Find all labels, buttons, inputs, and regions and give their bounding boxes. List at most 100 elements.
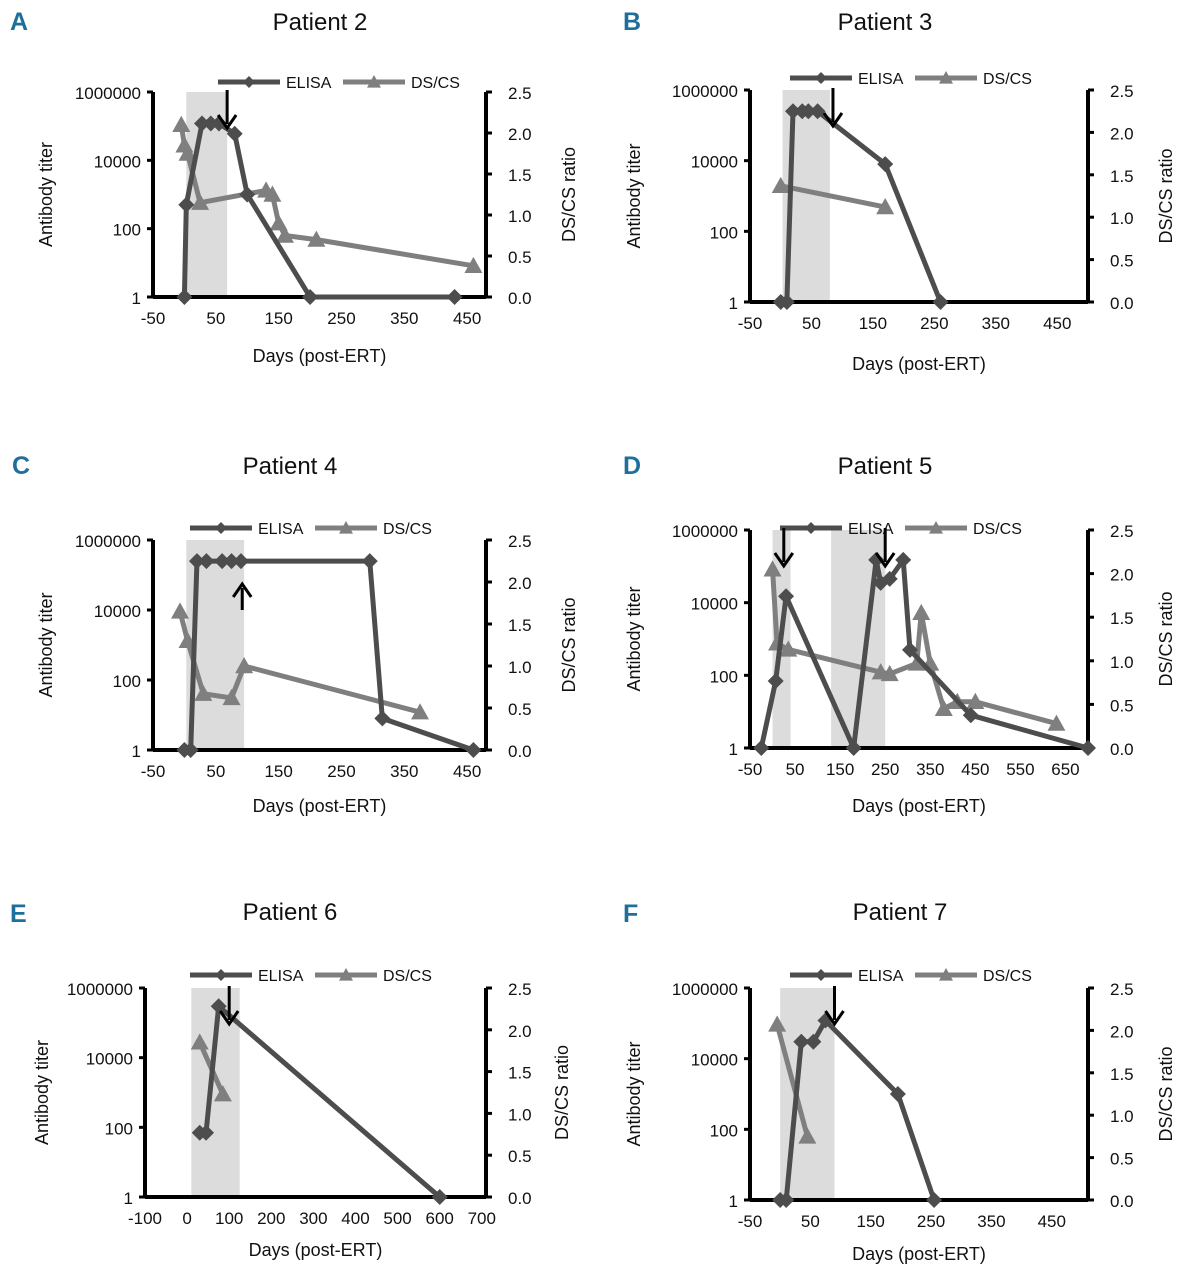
legend-elisa-label: ELISA — [858, 968, 904, 985]
x-axis-label: Days (post-ERT) — [852, 1244, 986, 1264]
right-tick-label: 2.5 — [508, 84, 532, 103]
elisa-data-point — [302, 289, 319, 305]
left-tick-label: 1 — [124, 1189, 133, 1208]
x-tick-label: 100 — [215, 1209, 243, 1228]
left-tick-label: 1000000 — [672, 980, 738, 999]
elisa-data-point — [226, 125, 243, 142]
elisa-data-point — [793, 1033, 810, 1050]
right-tick-label: 2.0 — [1110, 124, 1134, 143]
dscs-data-point — [411, 703, 430, 720]
dscs-data-point — [190, 1033, 209, 1050]
left-tick-label: 1000000 — [75, 532, 141, 551]
dscs-series-line — [770, 569, 1058, 726]
legend-elisa-marker — [815, 969, 827, 981]
dscs-data-point — [269, 214, 288, 231]
arrow-down-icon — [218, 1010, 240, 1027]
dscs-data-point — [464, 256, 483, 274]
dscs-data-point — [880, 664, 899, 682]
x-axis-label: Days (post-ERT) — [852, 354, 986, 374]
right-tick-label: 0.0 — [1110, 740, 1134, 759]
x-tick-label: -50 — [738, 760, 763, 779]
elisa-data-point — [214, 553, 231, 570]
dscs-data-point — [768, 1015, 787, 1032]
right-tick-label: 2.5 — [1110, 980, 1134, 999]
chart-title: Patient 5 — [838, 453, 933, 480]
y-axis-label: Antibody titer — [36, 142, 56, 247]
left-tick-label: 1 — [729, 1192, 738, 1211]
left-tick-label: 10000 — [86, 1050, 133, 1069]
chart-title: Patient 6 — [243, 899, 338, 926]
left-tick-label: 100 — [113, 672, 141, 691]
elisa-data-point — [239, 186, 256, 203]
elisa-data-point — [465, 742, 482, 758]
x-tick-label: 450 — [453, 309, 481, 328]
legend-elisa-label: ELISA — [258, 521, 304, 538]
right-tick-label: 0.0 — [508, 742, 532, 761]
dscs-data-point — [171, 602, 190, 619]
x-tick-label: 350 — [916, 760, 944, 779]
x-tick-label: -50 — [141, 762, 166, 781]
elisa-data-point — [232, 553, 249, 570]
x-tick-label: 450 — [453, 762, 481, 781]
elisa-data-point — [785, 103, 802, 120]
elisa-data-point — [198, 553, 215, 570]
dscs-data-point — [798, 1127, 817, 1144]
legend-dscs-marker — [939, 71, 953, 84]
x-tick-label: 50 — [802, 314, 821, 333]
dscs-data-point — [307, 230, 326, 247]
elisa-data-point — [182, 742, 199, 758]
left-tick-label: 100 — [113, 221, 141, 240]
elisa-data-point — [188, 553, 205, 570]
right-tick-label: 2.5 — [508, 532, 532, 551]
left-tick-label: 1 — [132, 742, 141, 761]
panel-a: A Patient 2 1 100 10000 1000000 0.0 0.5 1.0 1.5 2.… — [10, 8, 579, 366]
dscs-data-point — [191, 193, 210, 210]
elisa-data-point — [926, 1192, 943, 1208]
x-tick-label: 250 — [327, 762, 355, 781]
elisa-data-point — [809, 103, 826, 120]
panel-letter: A — [10, 8, 28, 36]
right-tick-label: 1.0 — [1110, 1107, 1134, 1126]
x-tick-label: 150 — [857, 1212, 885, 1231]
x-tick-label: 50 — [206, 762, 225, 781]
chart-title: Patient 3 — [838, 9, 933, 36]
dscs-data-point — [763, 560, 782, 577]
legend-elisa-label: ELISA — [848, 521, 894, 538]
panel-letter: D — [623, 452, 641, 480]
legend-elisa-marker — [815, 72, 827, 84]
dscs-series-line — [774, 1023, 810, 1138]
left-tick-label: 1000000 — [75, 84, 141, 103]
elisa-data-point — [178, 196, 195, 213]
x-tick-label: -50 — [738, 1212, 763, 1231]
elisa-data-point — [198, 1124, 215, 1141]
x-tick-label: 150 — [264, 309, 292, 328]
x-axis-label: Days (post-ERT) — [253, 346, 387, 366]
elisa-data-point — [805, 1033, 822, 1050]
y-axis-label: Antibody titer — [36, 592, 56, 697]
dscs-data-point — [275, 226, 294, 243]
right-tick-label: 0.5 — [508, 1147, 532, 1166]
dscs-data-point — [779, 640, 798, 657]
left-tick-label: 100 — [710, 223, 738, 242]
panel-d: D Patient 5 1 100 10000 1000000 0.0 0.5 1.0 1.5 2.… — [623, 452, 1176, 816]
elisa-data-point — [374, 710, 391, 727]
elisa-data-point — [361, 553, 378, 570]
x-tick-label: 250 — [327, 309, 355, 328]
x-tick-label: 150 — [264, 762, 292, 781]
left-tick-label: 1000000 — [67, 980, 133, 999]
legend-elisa-label: ELISA — [286, 75, 332, 92]
right-tick-label: 1.5 — [1110, 167, 1134, 186]
legend-elisa-marker — [215, 522, 227, 534]
y-axis-right-label: DS/CS ratio — [552, 1045, 572, 1140]
x-tick-label: 350 — [390, 309, 418, 328]
y-axis-right-label: DS/CS ratio — [1156, 591, 1176, 686]
chart-title: Patient 7 — [853, 899, 948, 926]
legend-dscs-label: DS/CS — [411, 75, 460, 92]
x-tick-label: 400 — [341, 1209, 369, 1228]
right-tick-label: 0.5 — [1110, 1150, 1134, 1169]
elisa-data-point — [176, 289, 193, 305]
x-tick-label: 0 — [182, 1209, 191, 1228]
right-tick-label: 2.0 — [508, 574, 532, 593]
elisa-data-point — [194, 115, 211, 132]
elisa-data-point — [767, 672, 784, 689]
